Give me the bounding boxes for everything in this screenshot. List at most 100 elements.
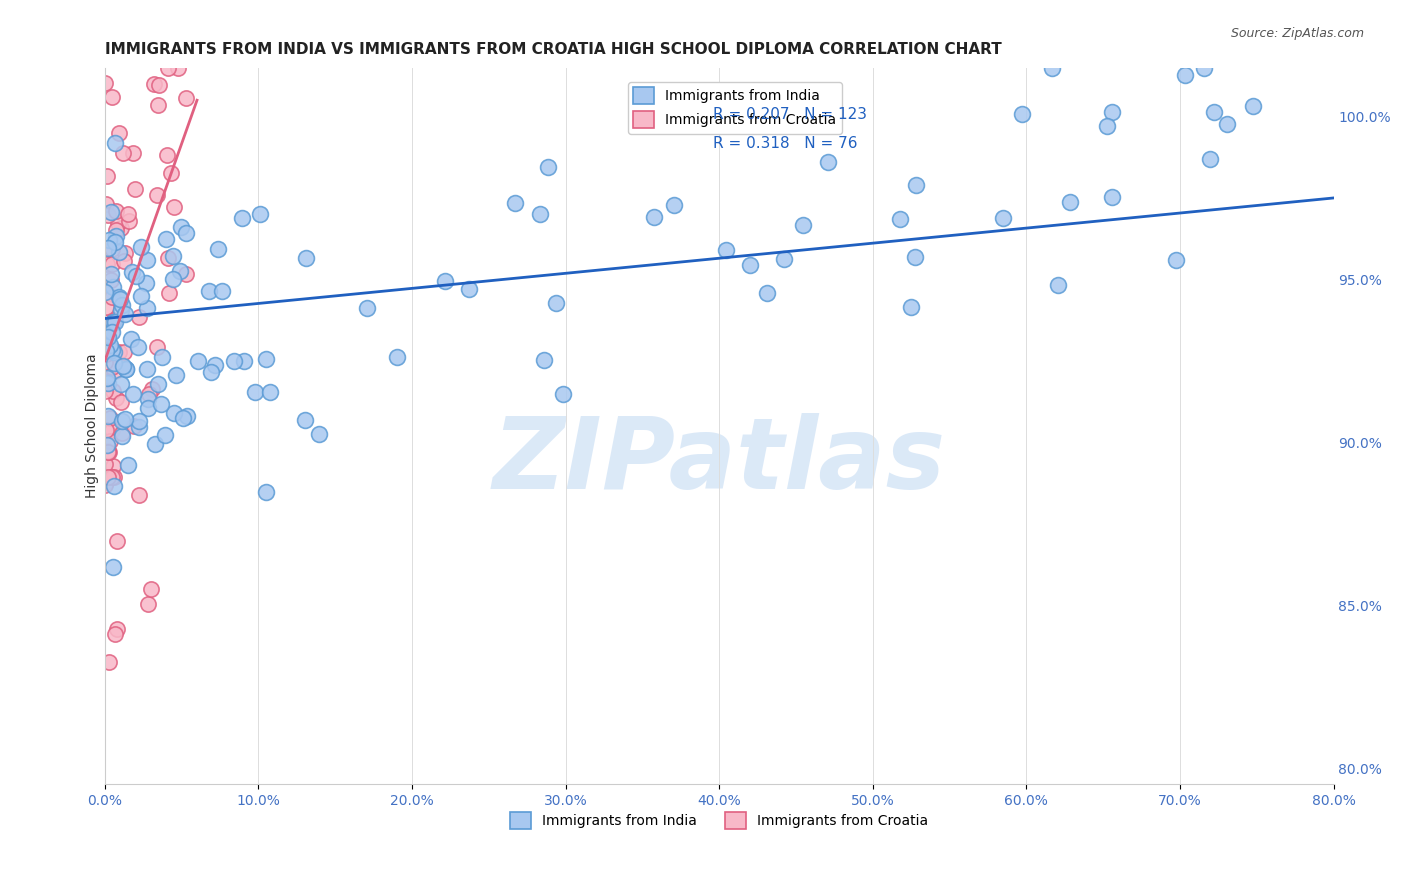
Point xyxy=(97,376,120,391)
Point xyxy=(104,627,127,641)
Point xyxy=(254,484,277,499)
Point xyxy=(146,97,169,112)
Point xyxy=(108,245,131,260)
Point xyxy=(457,282,479,296)
Point xyxy=(97,315,120,329)
Point xyxy=(121,265,143,279)
Point xyxy=(145,187,167,202)
Point xyxy=(249,206,271,220)
Point xyxy=(100,267,122,281)
Point xyxy=(122,145,145,160)
Point xyxy=(159,166,181,180)
Point xyxy=(792,218,814,232)
Point xyxy=(904,250,927,264)
Point xyxy=(114,245,136,260)
Point xyxy=(110,394,132,409)
Point xyxy=(146,376,169,391)
Point xyxy=(110,303,132,318)
Point xyxy=(101,325,124,339)
Point xyxy=(900,301,922,315)
Point xyxy=(103,469,125,483)
Point xyxy=(108,292,131,306)
Point xyxy=(110,429,132,443)
Point xyxy=(97,445,120,459)
Point xyxy=(110,425,132,440)
Point xyxy=(993,211,1015,226)
Point xyxy=(308,426,330,441)
Point xyxy=(101,242,124,256)
Point xyxy=(662,198,685,212)
Point xyxy=(129,240,152,254)
Point xyxy=(1198,152,1220,166)
Point xyxy=(162,406,184,420)
Point xyxy=(110,220,132,235)
Point xyxy=(94,300,117,314)
Point xyxy=(96,423,118,437)
Point xyxy=(170,219,193,234)
Point xyxy=(1101,190,1123,204)
Point xyxy=(128,488,150,502)
Point xyxy=(150,397,173,411)
Point xyxy=(385,350,408,364)
Point xyxy=(1216,116,1239,130)
Point xyxy=(505,196,527,211)
Text: IMMIGRANTS FROM INDIA VS IMMIGRANTS FROM CROATIA HIGH SCHOOL DIPLOMA CORRELATION: IMMIGRANTS FROM INDIA VS IMMIGRANTS FROM… xyxy=(105,42,1001,57)
Point xyxy=(125,268,148,283)
Point xyxy=(103,364,125,378)
Point xyxy=(186,354,208,368)
Point xyxy=(156,61,179,75)
Point xyxy=(94,326,117,341)
Point xyxy=(546,295,568,310)
Point xyxy=(533,353,555,368)
Point xyxy=(94,384,117,399)
Point xyxy=(817,155,839,169)
Point xyxy=(101,458,124,473)
Point xyxy=(1101,104,1123,119)
Point xyxy=(157,251,180,265)
Point xyxy=(94,285,117,299)
Point xyxy=(97,444,120,458)
Point xyxy=(96,370,118,384)
Point xyxy=(108,126,131,140)
Point xyxy=(115,362,138,376)
Point xyxy=(96,257,118,271)
Point xyxy=(105,204,128,219)
Point xyxy=(200,365,222,379)
Point xyxy=(1202,105,1225,120)
Point xyxy=(1040,61,1063,75)
Point xyxy=(94,475,117,489)
Point xyxy=(101,384,124,398)
Point xyxy=(141,382,163,396)
Point xyxy=(131,288,153,302)
Point xyxy=(111,359,134,373)
Point xyxy=(136,301,159,316)
Point xyxy=(156,148,179,162)
Point xyxy=(128,420,150,434)
Point xyxy=(138,387,160,401)
Point xyxy=(97,359,120,374)
Point xyxy=(135,253,157,268)
Point xyxy=(117,458,139,473)
Point xyxy=(96,438,118,452)
Point xyxy=(100,423,122,437)
Point xyxy=(105,622,128,636)
Point xyxy=(103,356,125,370)
Point xyxy=(101,289,124,303)
Y-axis label: High School Diploma: High School Diploma xyxy=(86,354,100,499)
Point xyxy=(135,276,157,290)
Text: R = 0.318   N = 76: R = 0.318 N = 76 xyxy=(713,136,858,151)
Point xyxy=(529,207,551,221)
Point xyxy=(1011,107,1033,121)
Point xyxy=(96,470,118,484)
Point xyxy=(98,445,121,459)
Point xyxy=(139,582,162,596)
Point xyxy=(112,344,135,359)
Point xyxy=(100,204,122,219)
Point xyxy=(136,597,159,611)
Point xyxy=(295,251,318,265)
Point xyxy=(176,409,198,423)
Point xyxy=(169,264,191,278)
Point xyxy=(101,89,124,103)
Point xyxy=(108,344,131,359)
Point xyxy=(101,315,124,329)
